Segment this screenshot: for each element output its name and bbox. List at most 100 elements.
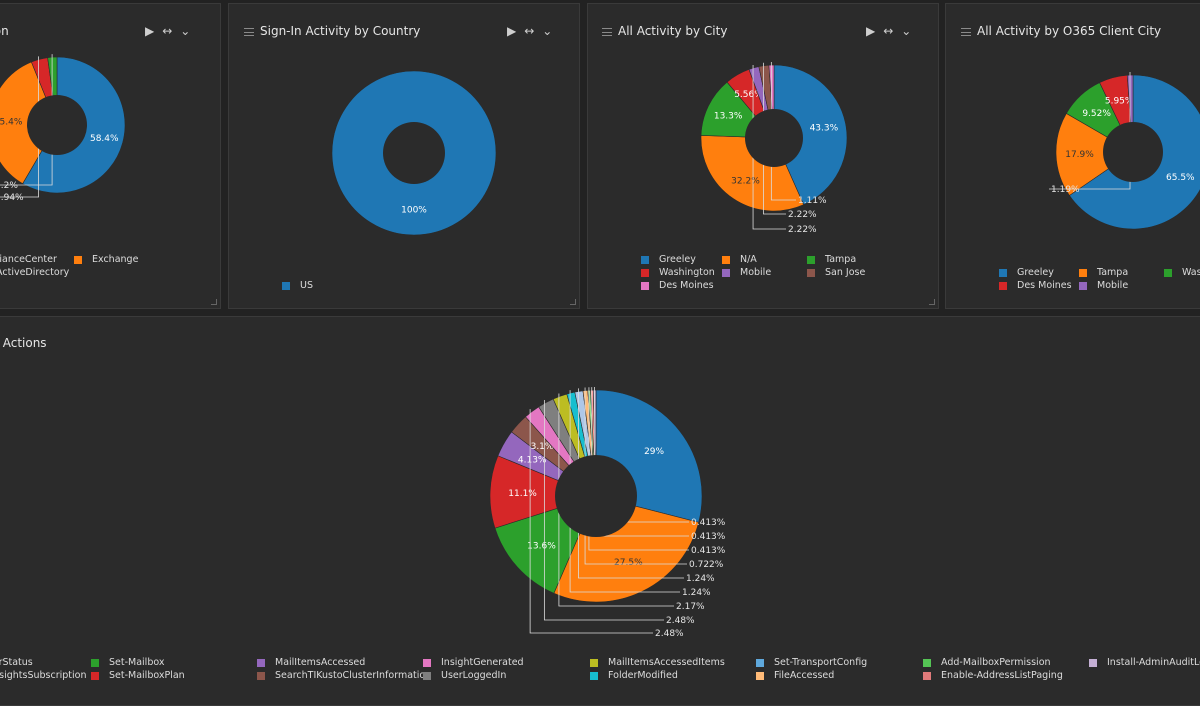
drag-handle-icon[interactable] [602, 28, 612, 36]
expand-icon[interactable]: ↔ [162, 24, 173, 38]
slice-label: 65.5% [1166, 173, 1195, 183]
slice-label: 0.722% [689, 560, 724, 570]
panel-title: O365 Client Actions [0, 336, 47, 350]
legend-swatch [91, 672, 99, 680]
play-icon[interactable]: ▶ [145, 24, 155, 38]
legend-swatch [807, 256, 815, 264]
chevron-down-icon[interactable]: ⌄ [180, 24, 191, 38]
chevron-down-icon[interactable]: ⌄ [901, 24, 912, 38]
legend-label: Mobile [740, 267, 772, 278]
pie-slice[interactable] [773, 64, 848, 206]
donut-chart: 65.5% 17.9% 9.52% 5.95% 1.19% [1049, 72, 1200, 230]
slice-label: 2.22% [788, 210, 817, 220]
panel-title: Sign-In Activity by Application [0, 24, 9, 38]
chart-legend: Greeley N/A Tampa Washington Mobile San Jose D… [641, 254, 931, 298]
legend-swatch [641, 256, 649, 264]
slice-label: 27.5% [614, 558, 643, 568]
legend-label: ComplianceCenter [0, 254, 57, 265]
donut-hole [745, 109, 803, 167]
expand-icon[interactable]: ↔ [524, 24, 535, 38]
panel-controls: ▶ ↔ ⌄ [858, 24, 911, 38]
panel-title: All Activity by O365 Client City [977, 24, 1162, 38]
drag-handle-icon[interactable] [961, 28, 971, 36]
play-icon[interactable]: ▶ [507, 24, 517, 38]
chart-legend: Set-ConsumerStatus SearchDataInsightsSubs… [0, 657, 1200, 697]
panel-controls: ▶ ↔ ⌄ [499, 24, 552, 38]
play-icon[interactable]: ▶ [866, 24, 876, 38]
legend-label: Tampa [825, 254, 857, 265]
legend-label: Enable-AddressListPaging [941, 670, 1063, 681]
slice-label: 13.3% [714, 112, 743, 122]
resize-handle[interactable] [929, 299, 935, 305]
drag-handle-icon[interactable] [244, 28, 254, 36]
label-leader-line [770, 62, 796, 201]
panel-controls: ▶ ↔ ⌄ [137, 24, 190, 38]
legend-label: Washington [659, 267, 715, 278]
legend-swatch [91, 659, 99, 667]
panel-o365-client-actions: O365 Client Actions 29% 27.5% 13.6% 11.1% 4.… [0, 316, 1200, 706]
resize-handle[interactable] [211, 299, 217, 305]
legend-label: MailItemsAccessedItems [608, 657, 725, 668]
legend-swatch [423, 672, 431, 680]
legend-swatch [1089, 659, 1097, 667]
donut-hole [383, 122, 445, 184]
legend-label: FileAccessed [774, 670, 835, 681]
slice-label: 58.4% [90, 134, 119, 144]
panel-title: Sign-In Activity by Country [260, 24, 421, 38]
slice-label: 100% [401, 206, 427, 216]
slice-label: 32.2% [731, 176, 760, 186]
panel-signin-by-country: Sign-In Activity by Country ▶ ↔ ⌄ 100% US [228, 3, 580, 309]
legend-label: AzureActiveDirectory [0, 267, 70, 278]
legend-swatch [423, 659, 431, 667]
slice-label: 2.48% [666, 616, 695, 626]
label-leader-line [543, 399, 664, 621]
legend-swatch [999, 282, 1007, 290]
legend-label: San Jose [825, 267, 866, 278]
legend-swatch [722, 256, 730, 264]
legend-label: Tampa [1097, 267, 1129, 278]
slice-label: 1.24% [686, 574, 715, 584]
slice-label: 35.4% [0, 117, 23, 127]
expand-icon[interactable]: ↔ [883, 24, 894, 38]
legend-label: FolderModified [608, 670, 678, 681]
legend-swatch [722, 269, 730, 277]
slice-label: 3.94% [0, 193, 24, 203]
chevron-down-icon[interactable]: ⌄ [542, 24, 553, 38]
slice-label: 1.11% [798, 196, 827, 206]
slice-label: 4.13% [518, 456, 547, 466]
slice-label: 2.17% [676, 602, 705, 612]
panel-signin-by-application: Sign-In Activity by Application ▶ ↔ ⌄ 58.4… [0, 3, 221, 309]
slice-label: 11.1% [508, 489, 537, 499]
legend-label: Set-Mailbox [109, 657, 165, 668]
legend-label: Des Moines [1017, 280, 1072, 291]
legend-label: UserLoggedIn [441, 670, 507, 681]
donut-hole [1103, 122, 1163, 182]
legend-label: Add-MailboxPermission [941, 657, 1051, 668]
label-leader-line [569, 390, 680, 593]
legend-swatch [257, 672, 265, 680]
legend-swatch [641, 269, 649, 277]
slice-label: 29% [644, 447, 664, 457]
legend-swatch [641, 282, 649, 290]
donut-chart: 58.4% 35.4% 3.94% 2.2% [0, 54, 126, 203]
panel-title: All Activity by City [618, 24, 728, 38]
legend-label: Des Moines [659, 280, 714, 291]
resize-handle[interactable] [570, 299, 576, 305]
legend-label: Greeley [659, 254, 696, 265]
legend-label: Exchange [92, 254, 139, 265]
label-leader-line [588, 387, 689, 551]
legend-swatch [923, 672, 931, 680]
slice-label: 0.413% [691, 518, 726, 528]
slice-label: 5.95% [1105, 96, 1134, 106]
legend-swatch [74, 256, 82, 264]
pie-slice[interactable] [489, 455, 597, 529]
slice-label: 17.9% [1065, 150, 1094, 160]
pie-slice[interactable] [1055, 113, 1134, 196]
legend-swatch [756, 659, 764, 667]
donut-hole [555, 455, 637, 537]
donut-chart: 29% 27.5% 13.6% 11.1% 4.13% 3.1% 2.48% 2.48% 2.1… [489, 387, 726, 639]
slice-label: 2.2% [0, 181, 18, 191]
chart-legend: ComplianceCenter Exchange AzureActiveDirec… [0, 254, 220, 294]
donut-hole [27, 95, 87, 155]
label-leader-line [584, 387, 687, 565]
